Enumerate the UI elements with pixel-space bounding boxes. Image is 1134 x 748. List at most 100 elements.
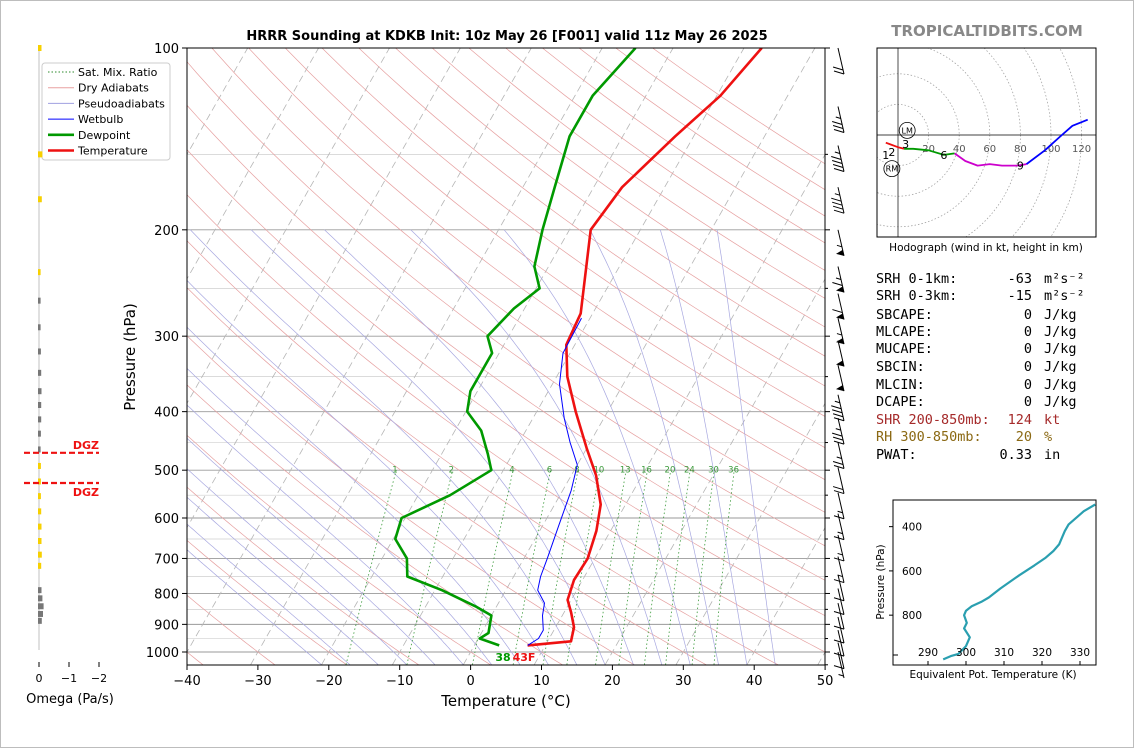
y-tick-label: 600 [154, 512, 179, 527]
mixing-ratio-label: 36 [728, 465, 739, 475]
x-tick-label: −30 [244, 674, 271, 689]
theta-e-frame [892, 499, 1097, 666]
hodograph-height-label: 1 [882, 149, 889, 162]
index-unit: J/kg [1044, 341, 1077, 357]
wind-barb [833, 642, 845, 670]
omega-bar [38, 508, 42, 515]
wind-barb [832, 442, 845, 470]
theta-e-plot [942, 503, 1096, 661]
y-tick-label: 500 [154, 464, 179, 479]
index-key: DCAPE: [876, 394, 925, 410]
dry-adiabat-line [187, 594, 276, 665]
index-key: SRH 0-1km: [876, 271, 957, 287]
storm-motion-marker [898, 122, 916, 139]
barb-full [832, 205, 844, 210]
dry-adiabat-line [187, 61, 825, 547]
x-tick-label: 20 [604, 674, 621, 689]
barb-half [834, 400, 840, 404]
y-tick-label: 100 [154, 42, 179, 57]
index-key: SHR 200-850mb: [876, 412, 990, 428]
wind-barb [832, 266, 845, 293]
index-unit: J/kg [1044, 324, 1077, 340]
isotherm-line [533, 153, 825, 665]
barb-staff [837, 616, 845, 644]
watermark: TROPICALTIDBITS.COM [891, 22, 1083, 40]
wind-barb [833, 588, 845, 615]
pseudoadiabat-line [187, 404, 464, 665]
dry-adiabat-line [187, 194, 825, 653]
barb-staff [837, 467, 845, 494]
legend-label: Temperature [77, 145, 148, 158]
legend-label: Dry Adiabats [78, 82, 149, 95]
mixing-ratio-line [713, 470, 735, 665]
barb-full [832, 163, 844, 168]
pseudoadiabat-line [324, 229, 634, 665]
dry-adiabat-line [187, 240, 779, 665]
index-row: DCAPE: 0 J/kg [876, 394, 1077, 410]
isotherm-line [0, 48, 35, 665]
barb-pennant [836, 338, 844, 345]
hodograph-frame [876, 47, 1097, 238]
mixing-ratio-label: 20 [665, 465, 676, 475]
index-value: -63 [1008, 271, 1032, 287]
legend-label: Pseudoadiabats [78, 97, 165, 110]
index-unit: kt [1044, 412, 1060, 428]
mixing-ratio-line [595, 470, 627, 665]
barb-full [832, 432, 843, 437]
theta-e-y-tick-label: 800 [902, 610, 922, 622]
index-value: 0.33 [999, 447, 1032, 463]
index-key: SRH 0-3km: [876, 288, 957, 304]
y-tick-label: 900 [154, 618, 179, 633]
pseudoadiabat-line [187, 326, 521, 665]
pseudoadiabat-line [187, 468, 407, 665]
index-value: 0 [1024, 341, 1032, 357]
barb-full [832, 461, 844, 466]
omega-bar [38, 269, 41, 276]
index-row: SRH 0-1km: -63 m²s⁻² [876, 271, 1085, 287]
mixing-ratio-label: 10 [593, 465, 604, 475]
barb-staff [837, 340, 845, 367]
mixing-ratio-label: 6 [547, 465, 552, 475]
barb-full [833, 440, 845, 445]
skewt-background-lines: 1 2 4 6 8 10 13 16 20 24 30 36 [0, 48, 825, 665]
barb-full [833, 209, 845, 214]
barb-staff [837, 588, 845, 615]
dgz-label-top: DGZ [73, 439, 99, 452]
theta-e-line [942, 503, 1096, 661]
index-unit: J/kg [1044, 394, 1077, 410]
x-tick-label: 50 [817, 674, 834, 689]
barb-full [832, 486, 844, 491]
barb-full [832, 409, 843, 414]
barb-half [837, 510, 843, 514]
mixing-ratio-line [691, 470, 715, 665]
barb-half [836, 333, 843, 336]
index-value: 0 [1024, 324, 1032, 340]
barb-staff [837, 603, 845, 630]
omega-bar [38, 446, 41, 453]
barb-full [832, 121, 843, 126]
barb-half [835, 428, 841, 431]
omega-bar [38, 603, 44, 610]
wind-barb [832, 418, 845, 445]
legend-label: Dewpoint [78, 129, 131, 142]
index-unit: J/kg [1044, 377, 1077, 393]
wind-barb [836, 365, 845, 392]
y-tick-label: 400 [154, 406, 179, 421]
mixing-ratio-line [665, 470, 691, 665]
storm-motion-label: RM [886, 165, 899, 174]
index-row: RH 300-850mb: 20% [876, 429, 1052, 445]
barb-half [836, 456, 842, 460]
dry-adiabat-line [187, 287, 707, 665]
index-key: MUCAPE: [876, 341, 933, 357]
barb-staff [837, 630, 845, 657]
index-unit: m²s⁻² [1044, 271, 1085, 287]
barb-staff [837, 293, 845, 320]
isotherm-line [817, 651, 825, 665]
barb-staff [837, 534, 845, 562]
surface-labels: 38 43F [495, 651, 535, 664]
wind-barb [831, 187, 845, 214]
wind-barb [833, 513, 845, 541]
series-temperature-line [527, 48, 763, 647]
y-tick-label: 800 [154, 587, 179, 602]
